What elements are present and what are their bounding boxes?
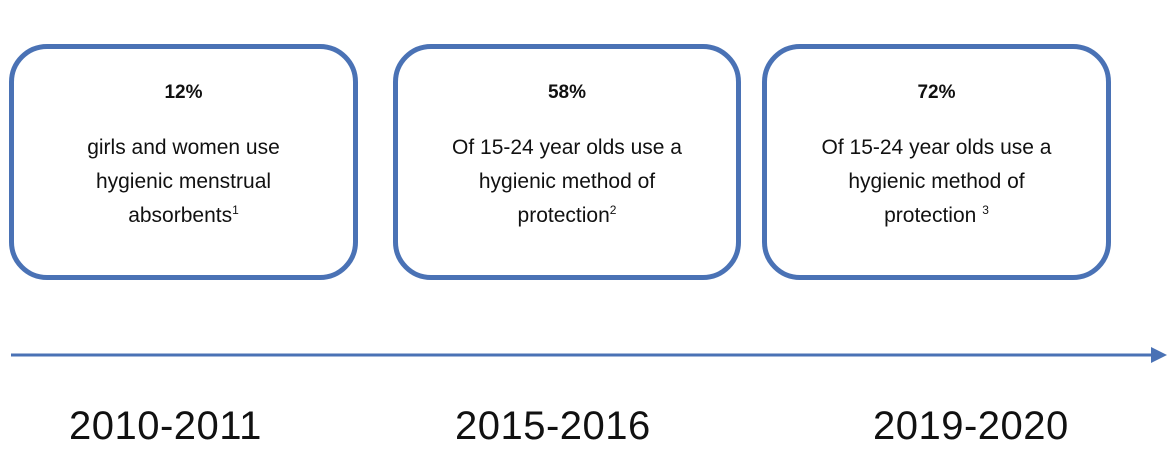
year-label: 2010-2011 <box>69 404 262 448</box>
stat-description-line: Of 15-24 year olds use a <box>452 136 682 159</box>
stat-card-2015-2016: 58% Of 15-24 year olds use a hygienic me… <box>393 44 741 280</box>
stat-percent: 12% <box>164 82 203 103</box>
stat-description: girls and women use hygienic menstrual a… <box>28 131 339 233</box>
stat-description-line: hygienic method of <box>478 170 656 193</box>
stat-description-line: absorbents <box>128 204 233 227</box>
stat-description-line: hygienic menstrual <box>95 170 272 193</box>
stat-description-line: Of 15-24 year olds use a <box>821 136 1052 159</box>
stat-percent: 58% <box>547 82 587 103</box>
stat-description-line: protection <box>884 204 977 227</box>
stat-description: Of 15-24 year olds use a hygienic method… <box>412 131 722 233</box>
stat-description-line: protection <box>517 204 610 227</box>
stat-card-2010-2011: 12% girls and women use hygienic menstru… <box>9 44 358 280</box>
arrowhead-icon <box>1151 347 1167 363</box>
footnote-marker: 1 <box>232 203 239 217</box>
year-label: 2019-2020 <box>873 404 1069 448</box>
stat-description-line: girls and women use <box>87 136 280 159</box>
stat-description-line: hygienic method of <box>848 170 1025 193</box>
stat-description: Of 15-24 year olds use a hygienic method… <box>781 131 1092 233</box>
timeline-arrow <box>11 347 1167 363</box>
year-label: 2015-2016 <box>455 404 651 448</box>
stat-percent: 72% <box>917 82 956 103</box>
stat-card-2019-2020: 72% Of 15-24 year olds use a hygienic me… <box>762 44 1111 280</box>
footnote-marker: 2 <box>609 203 617 217</box>
footnote-marker: 3 <box>982 203 989 217</box>
